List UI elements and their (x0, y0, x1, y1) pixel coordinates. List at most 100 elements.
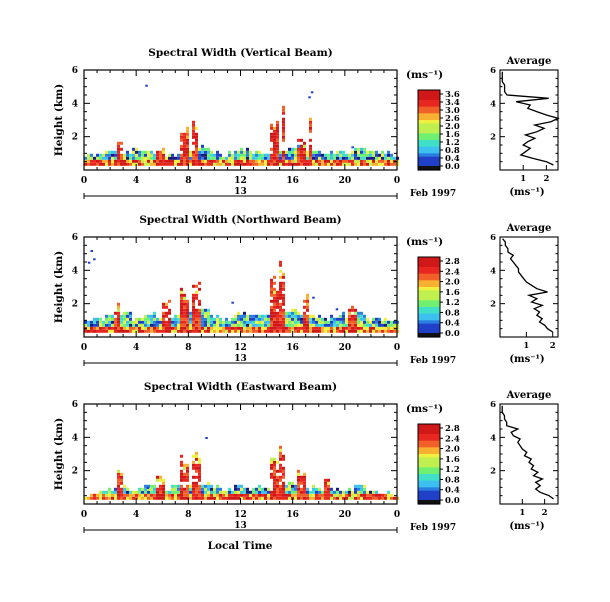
heatmap-cell (360, 156, 363, 160)
heatmap-cell (270, 490, 273, 494)
heatmap-cell (192, 454, 195, 458)
heatmap-cell (111, 493, 114, 497)
heatmap-cell (303, 299, 306, 303)
heatmap-cell (174, 490, 177, 494)
heatmap-cell (150, 323, 153, 327)
heatmap-cell (297, 490, 300, 494)
heatmap-cell (369, 329, 372, 333)
heatmap-cell (303, 487, 306, 491)
heatmap-cell (186, 299, 189, 303)
heatmap-cell (363, 150, 366, 154)
heatmap-cell (183, 132, 186, 136)
heatmap-cell (132, 159, 135, 163)
heatmap-cell (189, 493, 192, 497)
heatmap-cell (369, 493, 372, 497)
heatmap-cell (195, 326, 198, 330)
heatmap-cell (213, 323, 216, 327)
heatmap-cell (324, 153, 327, 157)
heatmap-cell (312, 150, 315, 154)
heatmap-cell (279, 159, 282, 163)
heatmap-cell (222, 326, 225, 330)
heatmap-cell (108, 493, 111, 497)
heatmap-cell (282, 296, 285, 300)
heatmap-cell (153, 317, 156, 321)
heatmap-cell (279, 487, 282, 491)
heatmap-cell (198, 469, 201, 473)
heatmap-cell (180, 329, 183, 333)
heatmap-cell (294, 326, 297, 330)
heatmap-cell (306, 323, 309, 327)
heatmap-cell (204, 162, 207, 166)
heatmap-cell (288, 496, 291, 500)
x-tick-label: 4 (133, 176, 139, 186)
heatmap-cell (114, 159, 117, 163)
heatmap-cell (126, 150, 129, 154)
heatmap-cell (114, 323, 117, 327)
heatmap-cell (342, 156, 345, 160)
heatmap-cell (309, 326, 312, 330)
heatmap-cell (264, 320, 267, 324)
heatmap-cell (300, 314, 303, 318)
heatmap-cell (375, 156, 378, 160)
heatmap-cell (216, 162, 219, 166)
heatmap-cell (315, 487, 318, 491)
heatmap-cell (339, 490, 342, 494)
heatmap-cell (216, 314, 219, 318)
heatmap-cell (135, 320, 138, 324)
heatmap-cell (189, 487, 192, 491)
heatmap-cell (192, 129, 195, 133)
heatmap-cell (183, 323, 186, 327)
heatmap-cell (186, 490, 189, 494)
x-tick-label: 20 (339, 343, 352, 353)
heatmap-cell (390, 323, 393, 327)
colorbar-band (418, 140, 440, 144)
heatmap-cell (246, 147, 249, 151)
heatmap-cell (231, 153, 234, 157)
heatmap-cell (99, 320, 102, 324)
x-tick-label: 12 (234, 510, 247, 520)
heatmap-cell (201, 493, 204, 497)
heatmap-cell (363, 162, 366, 166)
heatmap-cell (342, 329, 345, 333)
heatmap-cell (246, 487, 249, 491)
heatmap-cell (276, 159, 279, 163)
heatmap-cell (237, 329, 240, 333)
heatmap-cell (138, 320, 141, 324)
heatmap-cell (282, 150, 285, 154)
heatmap-cell (312, 329, 315, 333)
heatmap-cell (99, 496, 102, 500)
heatmap-cell (330, 329, 333, 333)
heatmap-cell (339, 153, 342, 157)
heatmap-cell (117, 156, 120, 160)
heatmap-cell (339, 159, 342, 163)
heatmap-cell (279, 263, 282, 267)
heatmap-cell (282, 126, 285, 130)
heatmap-cell (210, 320, 213, 324)
heatmap-cell (297, 329, 300, 333)
heatmap-cell (345, 326, 348, 330)
heatmap-cell (249, 156, 252, 160)
heatmap-cell (387, 490, 390, 494)
colorbar-band (418, 270, 440, 275)
heatmap-cell (315, 153, 318, 157)
heatmap-cell (240, 156, 243, 160)
colorbar-band (418, 303, 440, 308)
colorbar-band (418, 464, 440, 468)
panel-2-title: Spectral Width (Northward Beam) (139, 214, 341, 226)
colorbar-band (418, 480, 440, 485)
heatmap-cell (276, 290, 279, 294)
heatmap-cell (186, 144, 189, 148)
heatmap-cell (378, 320, 381, 324)
heatmap-cell (252, 162, 255, 166)
heatmap-cell (141, 320, 144, 324)
heatmap-cell (354, 159, 357, 163)
heatmap-cell (363, 159, 366, 163)
heatmap-cell (282, 481, 285, 485)
heatmap-cell (282, 299, 285, 303)
heatmap-cell (309, 156, 312, 160)
heatmap-cell (375, 320, 378, 324)
heatmap-cell (234, 153, 237, 157)
heatmap-cell (204, 153, 207, 157)
heatmap-cell (96, 317, 99, 321)
heatmap-cell (285, 150, 288, 154)
